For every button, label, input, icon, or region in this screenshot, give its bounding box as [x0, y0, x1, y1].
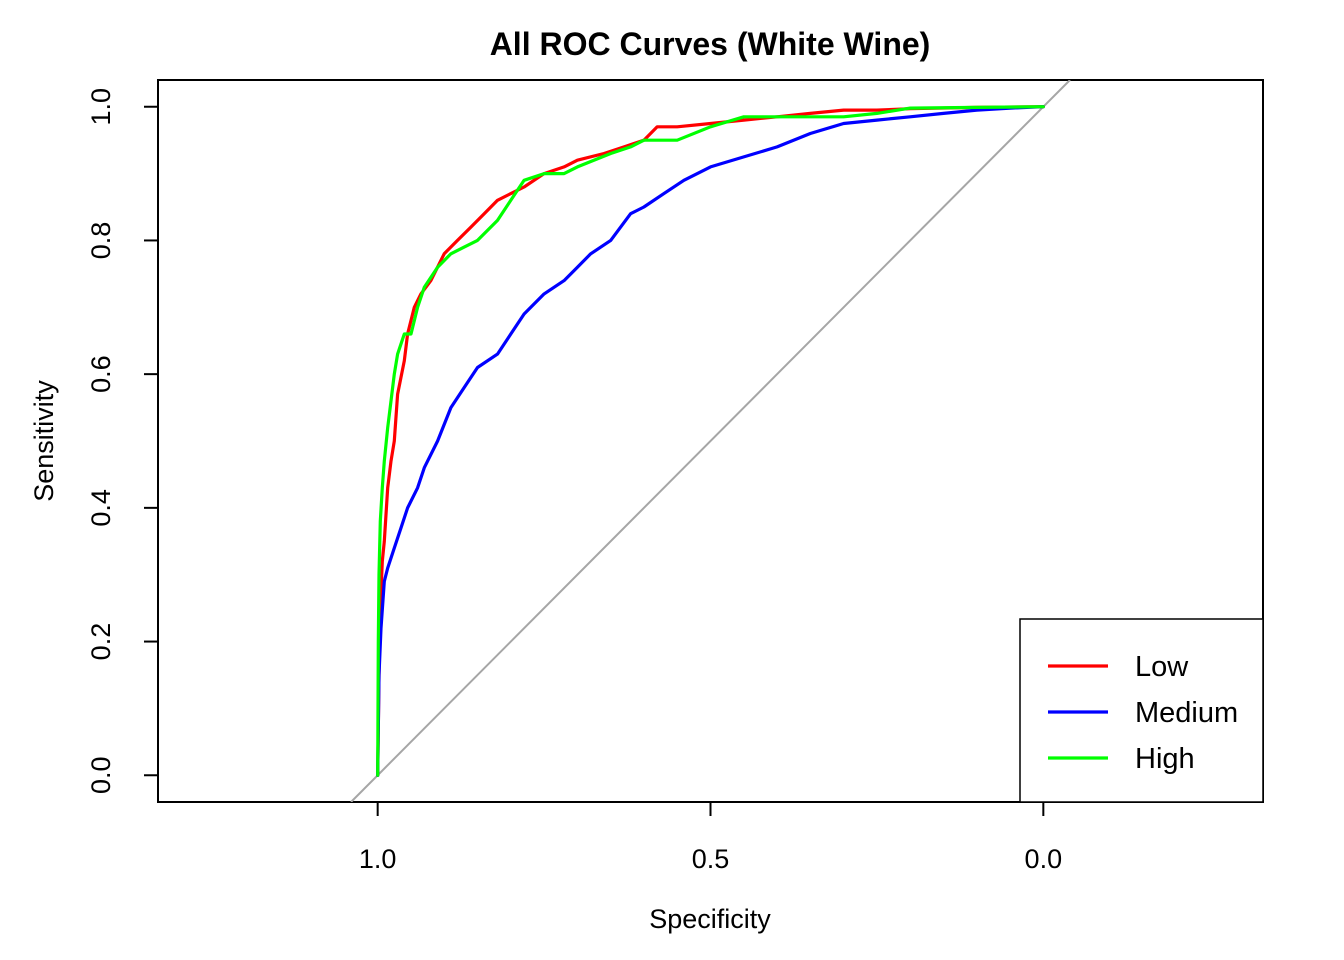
- legend-label-high: High: [1135, 743, 1195, 775]
- y-tick-label: 0.8: [86, 222, 116, 260]
- chart-title: All ROC Curves (White Wine): [490, 26, 931, 62]
- series-line-medium: [376, 105, 1045, 777]
- y-axis-label: Sensitivity: [29, 380, 59, 502]
- legend-label-low: Low: [1135, 651, 1189, 683]
- series-line-high: [376, 105, 1045, 777]
- plot-area: [350, 80, 1071, 802]
- legend-label-medium: Medium: [1135, 697, 1238, 729]
- y-tick-label: 0.2: [86, 623, 116, 661]
- y-tick-label: 0.4: [86, 489, 116, 527]
- y-axis: 0.0 0.2 0.4 0.6 0.8 1.0: [86, 88, 159, 794]
- legend: Low Medium High: [1019, 618, 1264, 803]
- x-tick-label: 0.0: [1025, 844, 1063, 874]
- y-tick-label: 0.6: [86, 355, 116, 393]
- x-tick-label: 1.0: [359, 844, 397, 874]
- reference-diagonal-line: [350, 80, 1071, 802]
- x-axis: 1.0 0.5 0.0: [359, 801, 1063, 874]
- y-tick-label: 1.0: [86, 88, 116, 126]
- y-tick-label: 0.0: [86, 756, 116, 794]
- x-axis-label: Specificity: [649, 904, 771, 934]
- x-tick-label: 0.5: [692, 844, 730, 874]
